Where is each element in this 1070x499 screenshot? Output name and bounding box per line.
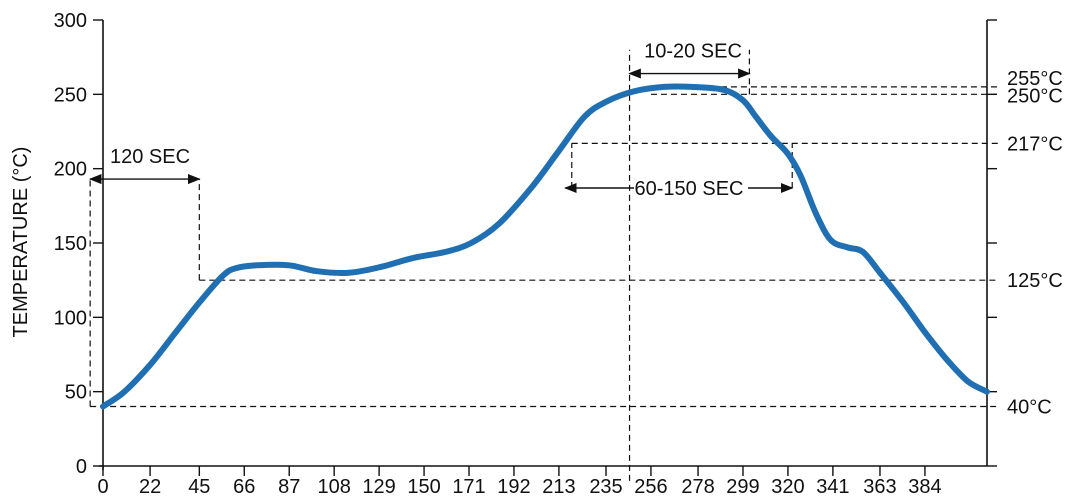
y-tick-label: 250 <box>54 84 87 106</box>
annotations: 120 SEC 10-20 SEC 60-150 SEC <box>88 41 794 200</box>
x-tick-label: 66 <box>233 476 255 498</box>
axes: 0 50 100 150 200 250 300 0 22 45 66 87 108 129 150 171 1… <box>54 10 997 498</box>
span-label: 60-150 SEC <box>635 178 744 200</box>
x-tick-label: 150 <box>407 476 440 498</box>
series-line <box>100 83 990 410</box>
reference-label: 255°C <box>1007 68 1063 90</box>
x-tick-label: 192 <box>497 476 530 498</box>
x-tick-label: 256 <box>634 476 667 498</box>
y-tick-label: 50 <box>65 382 87 404</box>
x-tick-label: 320 <box>771 476 804 498</box>
reference-label: 40°C <box>1007 397 1052 419</box>
y-axis-title: TEMPERATURE (°C) <box>10 147 32 338</box>
x-tick-label: 0 <box>97 476 108 498</box>
x-tick-label: 363 <box>863 476 896 498</box>
reference-label: 217°C <box>1007 133 1063 155</box>
x-tick-label: 87 <box>278 476 300 498</box>
span-label: 120 SEC <box>110 146 190 168</box>
x-tick-label: 213 <box>542 476 575 498</box>
y-tick-label: 0 <box>76 456 87 478</box>
span-label: 10-20 SEC <box>644 41 742 63</box>
x-tick-label: 235 <box>589 476 622 498</box>
y-tick-label: 150 <box>54 233 87 255</box>
x-tick-label: 278 <box>681 476 714 498</box>
x-tick-label: 299 <box>726 476 759 498</box>
x-tick-label: 171 <box>452 476 485 498</box>
x-tick-label: 108 <box>317 476 350 498</box>
y-tick-label: 100 <box>54 307 87 329</box>
reference-label: 125°C <box>1007 270 1063 292</box>
y-tick-label: 300 <box>54 10 87 32</box>
x-tick-label: 45 <box>188 476 210 498</box>
x-tick-label: 384 <box>908 476 941 498</box>
y-tick-label: 200 <box>54 159 87 181</box>
reference-label: 250°C <box>1007 85 1063 107</box>
x-tick-label: 341 <box>816 476 849 498</box>
x-tick-label: 22 <box>139 476 161 498</box>
series-layer <box>100 83 990 410</box>
x-tick-label: 129 <box>362 476 395 498</box>
